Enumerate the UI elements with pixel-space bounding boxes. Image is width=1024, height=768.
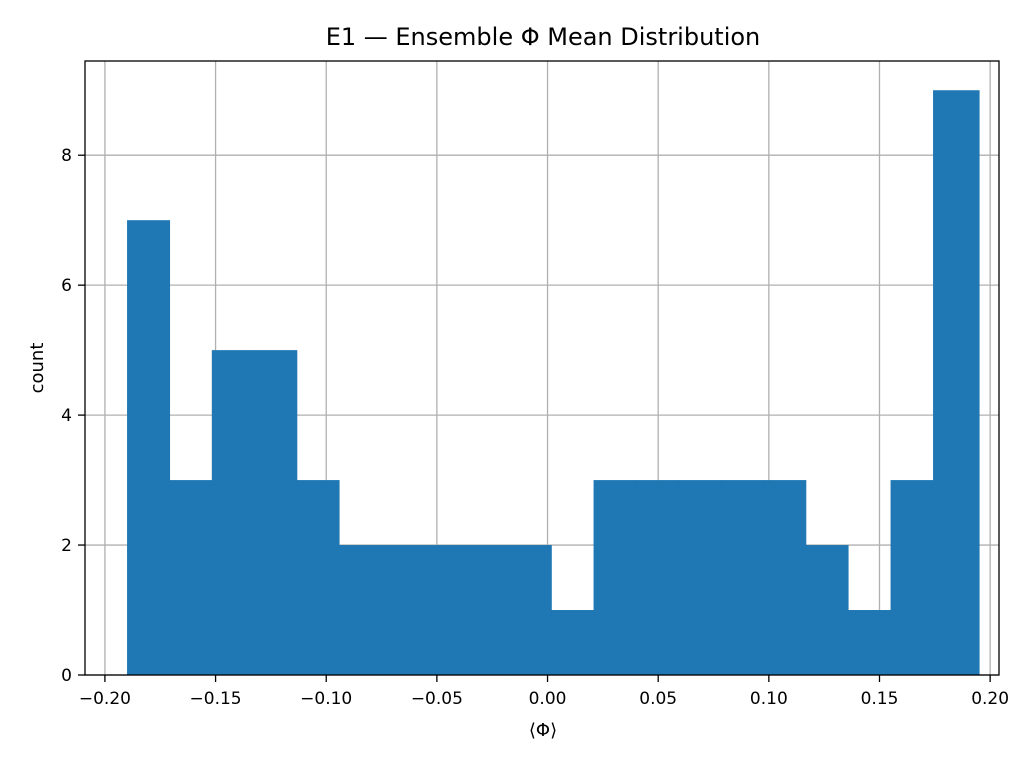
x-tick-label: −0.15: [190, 689, 242, 709]
histogram-bar: [169, 480, 213, 675]
histogram-bar: [848, 610, 892, 675]
histogram-bar: [678, 480, 722, 675]
histogram-bar: [424, 545, 467, 675]
y-tick-label: 4: [61, 406, 72, 426]
histogram-bars: [127, 90, 980, 675]
x-tick-label: −0.10: [300, 689, 352, 709]
plot-frame: [84, 60, 1000, 676]
histogram-bar: [296, 480, 340, 675]
y-axis-ticks: 0 2 4 6 8: [61, 146, 85, 686]
histogram-bar: [890, 480, 934, 675]
histogram-bar: [763, 480, 807, 675]
histogram-bar: [211, 350, 255, 675]
x-tick-label: 0.15: [861, 689, 899, 709]
histogram-bar: [254, 350, 298, 675]
histogram-bar: [933, 90, 980, 675]
histogram-bar: [127, 220, 171, 675]
y-tick-label: 8: [61, 146, 72, 166]
histogram-bar: [508, 545, 552, 675]
y-tick-label: 6: [61, 276, 72, 296]
histogram-bar: [381, 545, 425, 675]
y-axis-label: count: [27, 343, 48, 394]
histogram-bar: [339, 545, 383, 675]
x-tick-label: 0.00: [529, 689, 567, 709]
histogram-bar: [636, 480, 680, 675]
x-tick-label: 0.05: [639, 689, 677, 709]
histogram-bar: [720, 480, 764, 675]
x-axis-ticks: −0.20 −0.15 −0.10 −0.05 0.00 0.05 0.10 0.15 0.20: [79, 675, 1009, 709]
x-tick-label: 0.10: [750, 689, 788, 709]
histogram-bar: [805, 545, 849, 675]
histogram-bar: [593, 480, 637, 675]
x-tick-label: 0.20: [971, 689, 1009, 709]
histogram-bar: [466, 545, 510, 675]
y-tick-label: 2: [61, 536, 72, 556]
x-tick-label: −0.20: [79, 689, 131, 709]
y-tick-label: 0: [61, 666, 72, 686]
x-tick-label: −0.05: [411, 689, 463, 709]
chart-title: E1 — Ensemble Φ Mean Distribution: [326, 23, 761, 51]
histogram-bar: [551, 610, 595, 675]
x-axis-label: ⟨Φ⟩: [529, 720, 557, 741]
